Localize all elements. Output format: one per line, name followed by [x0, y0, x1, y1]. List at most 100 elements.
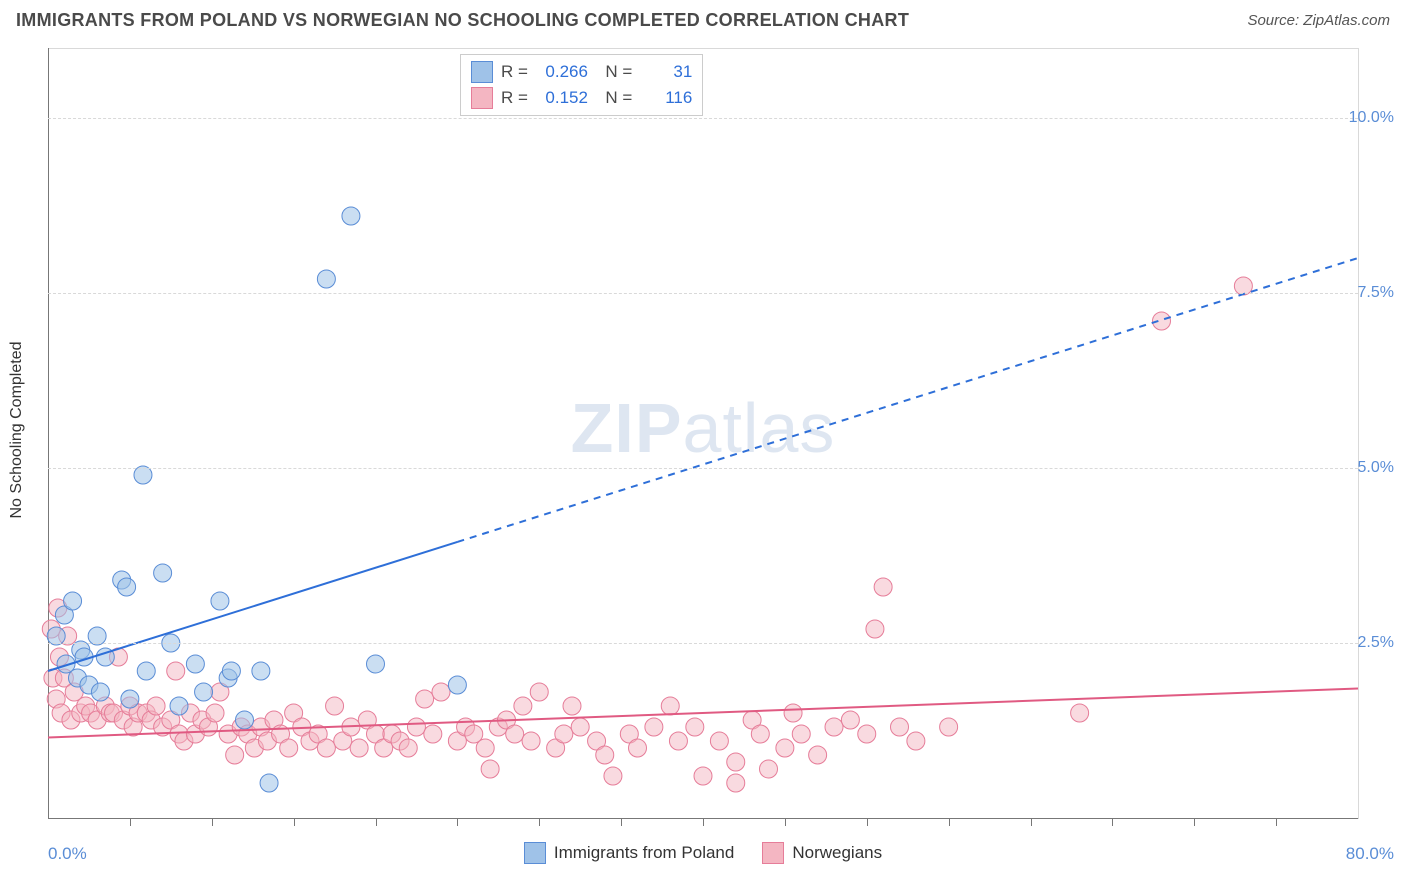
gridline	[48, 118, 1358, 119]
norwegians-point	[645, 718, 663, 736]
poland-point	[317, 270, 335, 288]
x-tick	[1112, 818, 1113, 826]
x-tick	[785, 818, 786, 826]
norwegians-point	[424, 725, 442, 743]
n-value-norwegians: 116	[640, 88, 692, 108]
y-tick-label: 7.5%	[1358, 284, 1394, 302]
norwegians-point	[476, 739, 494, 757]
norwegians-point	[858, 725, 876, 743]
norwegians-point	[596, 746, 614, 764]
legend-item-poland: Immigrants from Poland	[524, 842, 734, 864]
stats-row-norwegians: R = 0.152 N = 116	[471, 85, 692, 111]
x-tick	[294, 818, 295, 826]
poland-point	[91, 683, 109, 701]
y-axis-title: No Schooling Completed	[8, 342, 26, 519]
norwegians-point	[555, 725, 573, 743]
poland-point	[260, 774, 278, 792]
norwegians-point	[206, 704, 224, 722]
norwegians-point	[866, 620, 884, 638]
r-value-poland: 0.266	[536, 62, 588, 82]
poland-point	[448, 676, 466, 694]
norwegians-point	[350, 739, 368, 757]
y-tick-label: 10.0%	[1349, 109, 1394, 127]
norwegians-point	[776, 739, 794, 757]
norwegians-point	[710, 732, 728, 750]
norwegians-point	[604, 767, 622, 785]
x-tick	[949, 818, 950, 826]
norwegians-point	[874, 578, 892, 596]
x-tick	[1194, 818, 1195, 826]
poland-point	[118, 578, 136, 596]
x-tick	[867, 818, 868, 826]
x-tick	[457, 818, 458, 826]
x-min-label: 0.0%	[48, 844, 87, 864]
chart-title: IMMIGRANTS FROM POLAND VS NORWEGIAN NO S…	[16, 10, 909, 31]
norwegians-point	[407, 718, 425, 736]
poland-point	[342, 207, 360, 225]
norwegians-point	[841, 711, 859, 729]
poland-point	[195, 683, 213, 701]
norwegians-point	[629, 739, 647, 757]
legend-label-norwegians: Norwegians	[792, 843, 882, 863]
swatch-norwegians	[471, 87, 493, 109]
poland-point	[121, 690, 139, 708]
series-legend: Immigrants from Poland Norwegians	[48, 842, 1358, 864]
norwegians-point	[809, 746, 827, 764]
n-value-poland: 31	[640, 62, 692, 82]
swatch-poland-bottom	[524, 842, 546, 864]
norwegians-point	[669, 732, 687, 750]
norwegians-point	[784, 704, 802, 722]
x-tick	[539, 818, 540, 826]
x-tick	[376, 818, 377, 826]
norwegians-point	[167, 662, 185, 680]
norwegians-point	[147, 697, 165, 715]
norwegians-point	[940, 718, 958, 736]
poland-point	[252, 662, 270, 680]
source-label: Source: ZipAtlas.com	[1247, 12, 1390, 29]
x-tick	[1276, 818, 1277, 826]
r-value-norwegians: 0.152	[536, 88, 588, 108]
poland-point	[211, 592, 229, 610]
poland-trend-solid	[48, 542, 457, 671]
norwegians-point	[727, 774, 745, 792]
norwegians-point	[563, 697, 581, 715]
norwegians-point	[280, 739, 298, 757]
swatch-poland	[471, 61, 493, 83]
norwegians-point	[727, 753, 745, 771]
norwegians-point	[751, 725, 769, 743]
poland-point	[186, 655, 204, 673]
norwegians-point	[506, 725, 524, 743]
poland-point	[170, 697, 188, 715]
norwegians-point	[694, 767, 712, 785]
legend-item-norwegians: Norwegians	[762, 842, 882, 864]
poland-trend-dashed	[457, 258, 1358, 542]
chart-svg	[48, 48, 1358, 818]
norwegians-point	[1071, 704, 1089, 722]
norwegians-point	[760, 760, 778, 778]
x-max-label: 80.0%	[1346, 844, 1394, 864]
swatch-norwegians-bottom	[762, 842, 784, 864]
gridline	[48, 643, 1358, 644]
poland-point	[236, 711, 254, 729]
norwegians-point	[481, 760, 499, 778]
norwegians-point	[399, 739, 417, 757]
norwegians-point	[226, 746, 244, 764]
header-row: IMMIGRANTS FROM POLAND VS NORWEGIAN NO S…	[0, 0, 1406, 37]
poland-point	[367, 655, 385, 673]
x-tick	[212, 818, 213, 826]
gridline	[48, 468, 1358, 469]
y-tick-label: 5.0%	[1358, 459, 1394, 477]
poland-point	[64, 592, 82, 610]
poland-point	[222, 662, 240, 680]
poland-point	[137, 662, 155, 680]
norwegians-point	[907, 732, 925, 750]
norwegians-point	[661, 697, 679, 715]
norwegians-point	[571, 718, 589, 736]
norwegians-point	[317, 739, 335, 757]
norwegians-point	[686, 718, 704, 736]
x-tick	[703, 818, 704, 826]
norwegians-point	[891, 718, 909, 736]
norwegians-point	[416, 690, 434, 708]
norwegians-point	[514, 697, 532, 715]
norwegians-point	[326, 697, 344, 715]
